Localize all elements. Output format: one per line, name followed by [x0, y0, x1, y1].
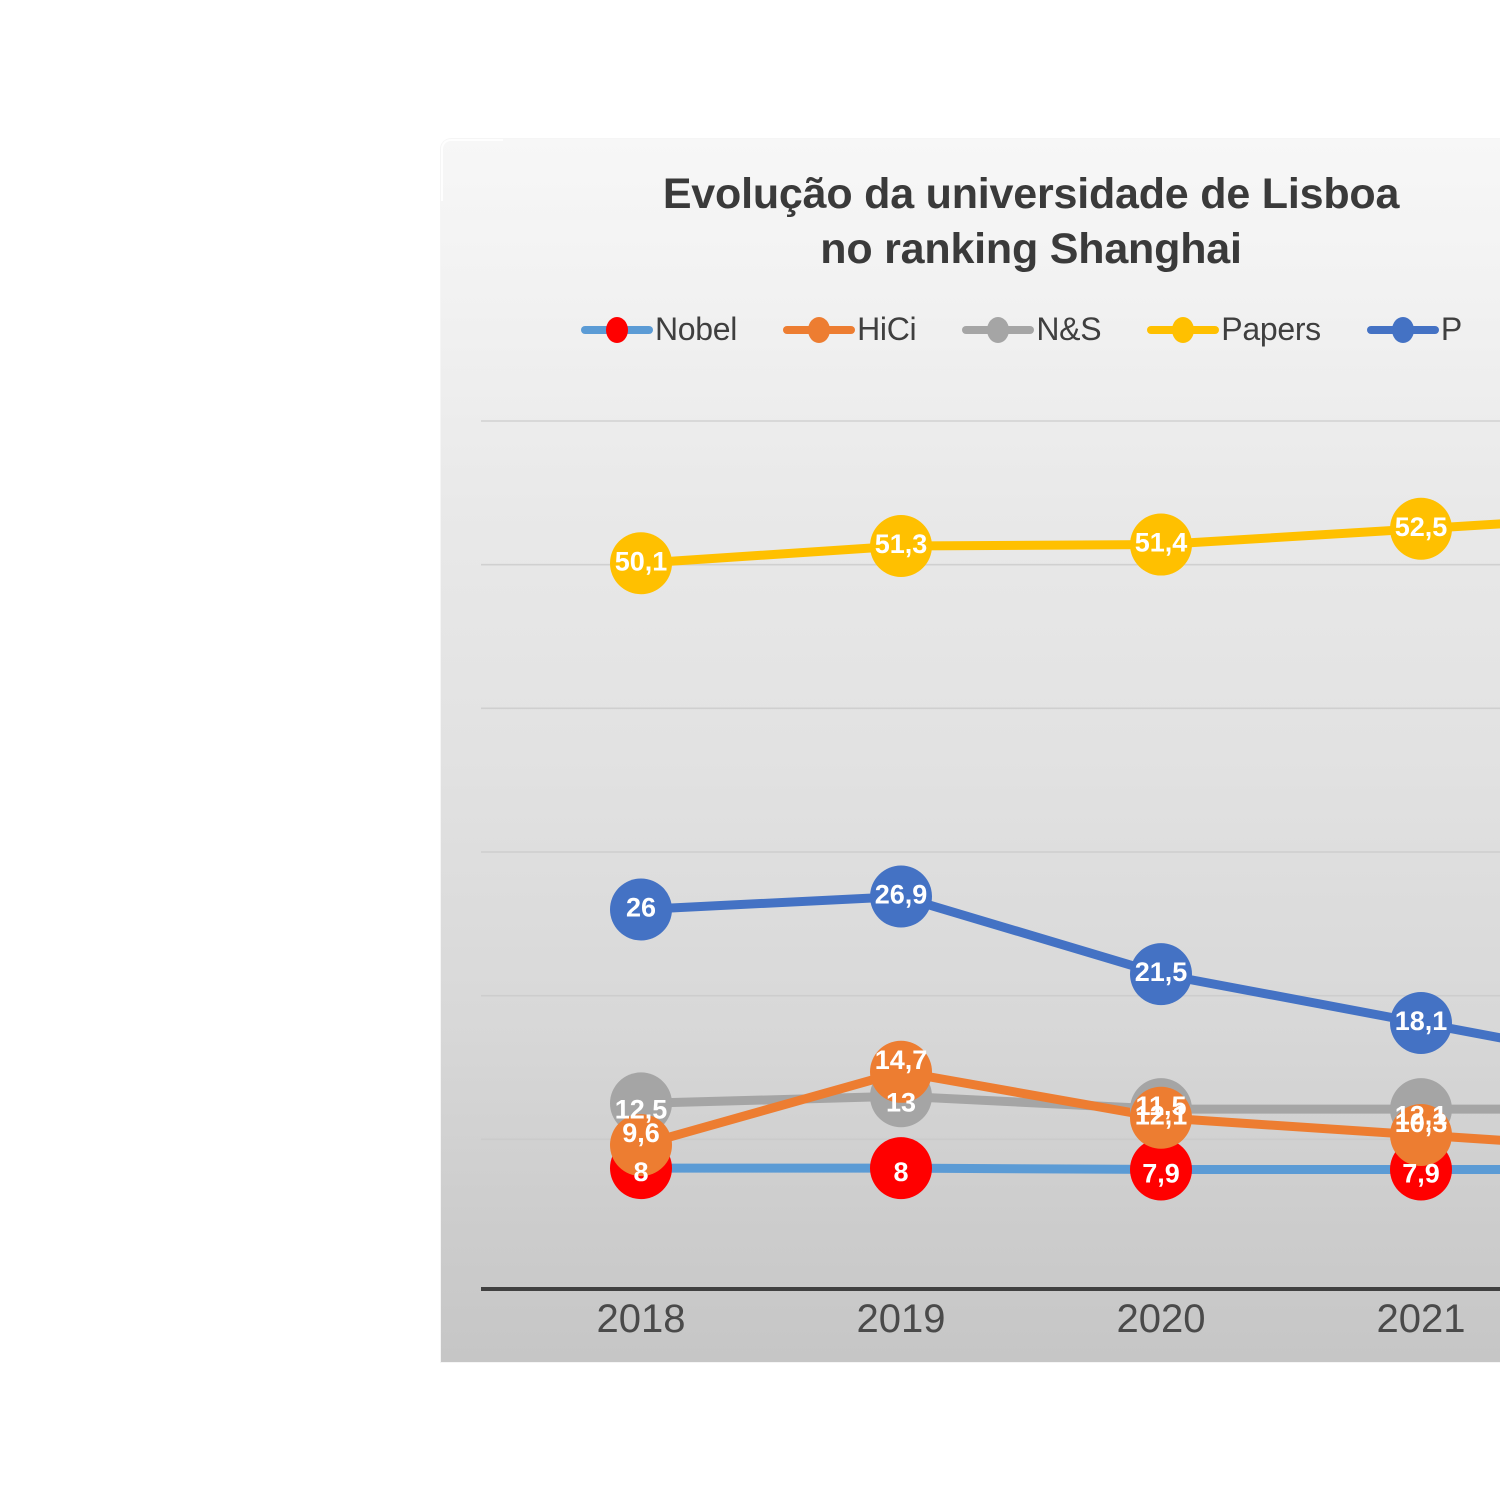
- data-point-label: 51,3: [875, 529, 928, 559]
- data-point-marker: [1130, 513, 1192, 576]
- series-line-papers[interactable]: [636, 513, 1500, 568]
- chart-panel[interactable]: Evolução da universidade de Lisboa no ra…: [441, 139, 1500, 1362]
- data-point-label: 14,7: [875, 1045, 928, 1075]
- series-markers-p[interactable]: [610, 865, 1452, 1054]
- data-point-label: 51,4: [1135, 528, 1188, 558]
- data-point-marker: [1390, 497, 1452, 560]
- data-point-label: 7,9: [1402, 1159, 1440, 1189]
- legend-item-label: P: [1440, 311, 1462, 347]
- data-point-marker: [610, 878, 672, 941]
- data-point-label: 13: [886, 1087, 916, 1117]
- data-point-label: 52,5: [1395, 512, 1448, 542]
- data-point-label: 8: [893, 1157, 908, 1187]
- chart-legend: Nobel HiCi N&S Papers P: [581, 311, 1500, 348]
- series-labels-nobel: 8 8 7,9 7,9: [633, 1157, 1439, 1188]
- series-labels-hici: 9,6 14,7 11,5 10,3: [622, 1045, 1447, 1148]
- series-labels-n-s: 12,5 13 12,1 12,1: [615, 1087, 1448, 1130]
- data-point-marker: [870, 1137, 932, 1200]
- legend-item-label: N&S: [1036, 311, 1102, 347]
- legend-marker-dot-icon: [606, 316, 628, 343]
- legend-line-swatch-icon: [581, 316, 653, 343]
- data-point-label: 8: [633, 1157, 648, 1187]
- data-point-marker: [1390, 991, 1452, 1054]
- data-point-label: 7,9: [1142, 1159, 1180, 1189]
- series-labels-papers: 50,1 51,3 51,4 52,5: [615, 512, 1448, 576]
- legend-item-n-s[interactable]: N&S: [962, 311, 1102, 348]
- series-markers-papers[interactable]: [610, 497, 1452, 595]
- line-chart-svg: 8 8 7,9 7,9 12,5 13 12,1 12,1 50,1 51,3 51,4 52,5 26…: [481, 420, 1500, 1291]
- legend-marker-dot-icon: [987, 316, 1010, 343]
- legend-item-label: HiCi: [857, 311, 917, 347]
- data-point-label: 12,5: [615, 1095, 668, 1125]
- legend-item-label: Nobel: [655, 311, 738, 347]
- data-point-label: 26: [626, 893, 656, 923]
- legend-item-hici[interactable]: HiCi: [783, 311, 917, 348]
- data-point-label: 12,1: [1395, 1100, 1448, 1130]
- x-axis-tick-2018: 2018: [596, 1297, 686, 1341]
- data-point-label: 26,9: [875, 880, 928, 910]
- data-point-marker: [1130, 1138, 1192, 1201]
- x-axis-tick-2019: 2019: [856, 1297, 946, 1341]
- legend-line-swatch-icon: [1366, 316, 1439, 343]
- legend-line-swatch-icon: [1147, 316, 1220, 343]
- data-point-label: 18,1: [1395, 1006, 1448, 1036]
- legend-marker-dot-icon: [1172, 316, 1195, 343]
- data-point-label: 10,3: [1395, 1108, 1448, 1138]
- legend-item-papers[interactable]: Papers: [1147, 311, 1321, 348]
- x-axis-tick-2021: 2021: [1376, 1297, 1466, 1341]
- data-point-marker: [1130, 943, 1192, 1006]
- data-point-marker: [870, 1040, 932, 1103]
- legend-item-p[interactable]: P: [1366, 311, 1462, 348]
- data-point-label: 11,5: [1135, 1091, 1186, 1121]
- legend-marker-dot-icon: [808, 316, 831, 343]
- data-point-label: 12,1: [1135, 1100, 1188, 1130]
- x-axis-labels: 2018 2019 2020 2021: [481, 1297, 1500, 1367]
- chart-title: Evolução da universidade de Lisboa no ra…: [662, 170, 1400, 274]
- series-line-p[interactable]: [636, 892, 1500, 1072]
- data-point-label: 9,6: [622, 1118, 660, 1148]
- legend-item-label: Papers: [1221, 311, 1321, 347]
- data-point-label: 50,1: [615, 546, 668, 576]
- series-labels-p: 26 26,9 21,5 18,1: [626, 880, 1447, 1036]
- data-point-marker: [1390, 1104, 1452, 1167]
- legend-marker-dot-icon: [1391, 316, 1414, 343]
- data-point-marker: [610, 1114, 672, 1177]
- x-axis-tick-2020: 2020: [1116, 1297, 1206, 1341]
- data-point-marker: [870, 514, 932, 577]
- data-point-label: 21,5: [1135, 957, 1188, 987]
- legend-line-swatch-icon: [783, 316, 856, 343]
- chart-plot-area[interactable]: 8 8 7,9 7,9 12,5 13 12,1 12,1 50,1 51,3 51,4 52,5 26…: [481, 411, 1500, 1291]
- series-line-nobel[interactable]: [636, 1163, 1500, 1175]
- legend-line-swatch-icon: [962, 316, 1035, 343]
- series-markers-hici[interactable]: [610, 1040, 1452, 1177]
- data-point-marker: [1130, 1086, 1192, 1149]
- legend-item-nobel[interactable]: Nobel: [581, 311, 737, 348]
- data-point-marker: [610, 532, 672, 595]
- data-point-marker: [870, 865, 932, 928]
